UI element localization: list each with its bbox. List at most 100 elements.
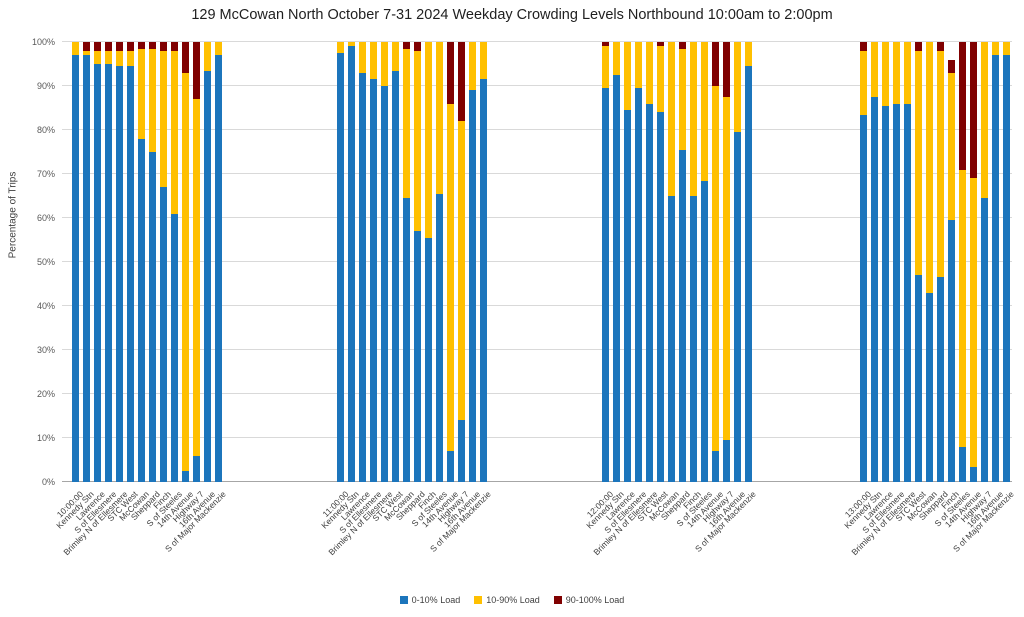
segment-90-100-load	[171, 42, 178, 51]
stacked-bar	[215, 42, 222, 482]
segment-10-90-load	[992, 42, 999, 56]
segment-10-90-load	[182, 72, 189, 471]
segment-0-10-load	[160, 187, 167, 482]
segment-90-100-load	[723, 42, 730, 98]
segment-90-100-load	[712, 42, 719, 87]
x-axis-baseline	[62, 481, 1012, 482]
stacked-bar	[701, 42, 708, 482]
segment-10-90-load	[370, 42, 377, 80]
segment-10-90-load	[72, 42, 79, 56]
y-tick-label: 40%	[36, 301, 55, 311]
plot-area: 0% 10% 20% 30% 40% 50% 60% 70% 80% 90% 100% 10:00:0…	[32, 37, 1016, 557]
chart-title: 129 McCowan North October 7-31 2024 Week…	[191, 7, 833, 23]
stacked-bar	[72, 42, 79, 482]
segment-0-10-load	[83, 55, 90, 482]
legend-item-90-100-load: 90-100% Load	[553, 595, 624, 605]
y-gridline	[62, 41, 1012, 42]
segment-90-100-load	[860, 42, 867, 51]
segment-90-100-load	[657, 42, 664, 47]
segment-10-90-load	[83, 50, 90, 56]
segment-10-90-load	[723, 97, 730, 441]
segment-10-90-load	[882, 42, 889, 106]
segment-0-10-load	[646, 103, 653, 482]
segment-10-90-load	[970, 178, 977, 467]
segment-0-10-load	[138, 138, 145, 482]
segment-10-90-load	[690, 42, 697, 196]
y-tick-label: 100%	[31, 37, 55, 47]
segment-10-90-load	[937, 50, 944, 278]
segment-90-100-load	[959, 42, 966, 170]
segment-10-90-load	[414, 50, 421, 232]
segment-0-10-load	[679, 149, 686, 482]
segment-90-100-load	[447, 42, 454, 104]
stacked-bar	[458, 42, 465, 482]
segment-90-100-load	[105, 42, 112, 51]
stacked-bar	[83, 42, 90, 482]
segment-0-10-load	[981, 198, 988, 482]
segment-10-90-load	[337, 42, 344, 53]
segment-90-100-load	[182, 42, 189, 73]
segment-10-90-load	[215, 42, 222, 56]
stacked-bar	[668, 42, 675, 482]
stacked-bar	[860, 42, 867, 482]
segment-10-90-load	[436, 42, 443, 194]
segment-10-90-load	[926, 42, 933, 293]
y-tick-label: 50%	[36, 257, 55, 267]
segment-0-10-load	[480, 79, 487, 482]
segment-10-90-load	[381, 42, 388, 86]
segment-10-90-load	[679, 48, 686, 150]
y-gridline	[62, 217, 1012, 218]
stacked-bar	[646, 42, 653, 482]
segment-0-10-load	[403, 198, 410, 482]
segment-90-100-load	[602, 42, 609, 47]
y-gridline	[62, 305, 1012, 306]
segment-0-10-load	[734, 132, 741, 482]
segment-0-10-load	[381, 86, 388, 482]
legend-label-10-90: 10-90% Load	[486, 595, 540, 605]
stacked-bar	[392, 42, 399, 482]
segment-10-90-load	[171, 50, 178, 214]
segment-0-10-load	[745, 66, 752, 482]
segment-0-10-load	[860, 114, 867, 482]
segment-90-100-load	[94, 42, 101, 51]
segment-0-10-load	[657, 112, 664, 482]
stacked-bar	[679, 42, 686, 482]
segment-10-90-load	[447, 103, 454, 452]
segment-0-10-load	[370, 79, 377, 482]
stacked-bar	[414, 42, 421, 482]
segment-0-10-load	[127, 66, 134, 482]
segment-10-90-load	[657, 46, 664, 113]
segment-0-10-load	[337, 53, 344, 482]
stacked-bar	[635, 42, 642, 482]
segment-10-90-load	[160, 50, 167, 188]
segment-10-90-load	[668, 42, 675, 196]
stacked-bar	[381, 42, 388, 482]
segment-0-10-load	[668, 196, 675, 482]
stacked-bar	[105, 42, 112, 482]
segment-10-90-load	[94, 50, 101, 64]
segment-0-10-load	[882, 105, 889, 482]
segment-0-10-load	[105, 64, 112, 482]
segment-90-100-load	[83, 42, 90, 51]
segment-10-90-load	[613, 42, 620, 75]
y-axis-title: Percentage of Trips	[7, 171, 19, 259]
segment-90-100-load	[458, 42, 465, 122]
y-gridline	[62, 437, 1012, 438]
segment-10-90-load	[116, 50, 123, 67]
segment-10-90-load	[904, 42, 911, 104]
segment-0-10-load	[871, 97, 878, 482]
segment-10-90-load	[469, 42, 476, 91]
segment-10-90-load	[1003, 42, 1010, 56]
segment-90-100-load	[149, 42, 156, 49]
stacked-bar	[871, 42, 878, 482]
segment-10-90-load	[403, 48, 410, 199]
segment-90-100-load	[970, 42, 977, 179]
segment-0-10-load	[893, 103, 900, 482]
stacked-bar	[613, 42, 620, 482]
stacked-bar	[723, 42, 730, 482]
stacked-bar	[915, 42, 922, 482]
y-tick-label: 80%	[36, 125, 55, 135]
segment-0-10-load	[348, 46, 355, 482]
stacked-bar	[937, 42, 944, 482]
segment-10-90-load	[624, 42, 631, 111]
